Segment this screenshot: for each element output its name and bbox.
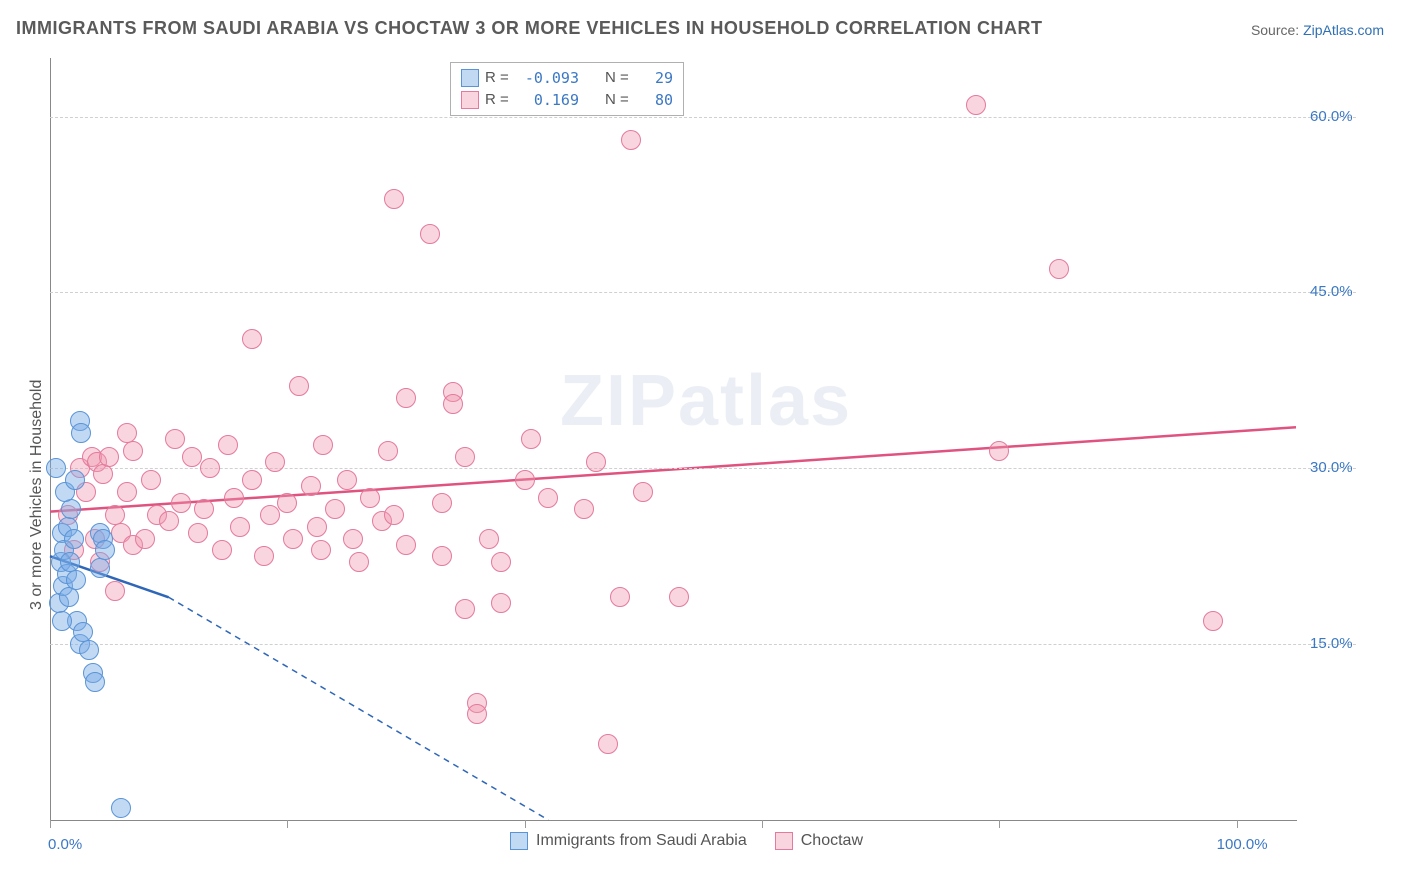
legend-n-value: 29 (639, 67, 673, 89)
y-tick-label: 30.0% (1310, 459, 1353, 476)
data-point (396, 388, 416, 408)
y-axis-label: 3 or more Vehicles in Household (28, 380, 46, 610)
data-point (95, 540, 115, 560)
x-tick (50, 820, 51, 828)
data-point (455, 447, 475, 467)
scatter-plot (50, 58, 1297, 821)
legend-row: R = -0.093 N = 29 (461, 67, 673, 89)
legend-swatch (461, 91, 479, 109)
data-point (64, 529, 84, 549)
gridline (50, 468, 1356, 469)
legend-n-value: 80 (639, 89, 673, 111)
data-point (188, 523, 208, 543)
x-tick (525, 820, 526, 828)
y-tick-label: 60.0% (1310, 108, 1353, 125)
chart-title: IMMIGRANTS FROM SAUDI ARABIA VS CHOCTAW … (16, 18, 1043, 39)
data-point (420, 224, 440, 244)
legend-n-label: N = (605, 89, 633, 111)
data-point (396, 535, 416, 555)
data-point (610, 587, 630, 607)
legend-series-item: Immigrants from Saudi Arabia (510, 832, 747, 850)
data-point (432, 546, 452, 566)
data-point (90, 558, 110, 578)
legend-swatch (461, 69, 479, 87)
legend-series: Immigrants from Saudi Arabia Choctaw (510, 832, 863, 850)
data-point (966, 95, 986, 115)
x-min-label: 0.0% (48, 836, 82, 853)
source-link[interactable]: ZipAtlas.com (1303, 22, 1384, 38)
data-point (182, 447, 202, 467)
x-tick (999, 820, 1000, 828)
legend-correlation: R = -0.093 N = 29 R = 0.169 N = 80 (450, 62, 684, 116)
legend-series-label: Choctaw (801, 832, 863, 850)
source-prefix: Source: (1251, 22, 1303, 38)
data-point (633, 482, 653, 502)
x-tick (287, 820, 288, 828)
data-point (65, 470, 85, 490)
data-point (218, 435, 238, 455)
data-point (135, 529, 155, 549)
data-point (313, 435, 333, 455)
data-point (1203, 611, 1223, 631)
data-point (1049, 259, 1069, 279)
gridline (50, 117, 1356, 118)
data-point (325, 499, 345, 519)
data-point (301, 476, 321, 496)
data-point (307, 517, 327, 537)
data-point (66, 570, 86, 590)
data-point (384, 189, 404, 209)
data-point (159, 511, 179, 531)
data-point (260, 505, 280, 525)
data-point (337, 470, 357, 490)
legend-swatch (510, 832, 528, 850)
data-point (479, 529, 499, 549)
gridline (50, 292, 1356, 293)
data-point (52, 611, 72, 631)
legend-series-item: Choctaw (775, 832, 863, 850)
data-point (515, 470, 535, 490)
source-label: Source: ZipAtlas.com (1251, 22, 1384, 38)
data-point (989, 441, 1009, 461)
data-point (99, 447, 119, 467)
data-point (165, 429, 185, 449)
data-point (491, 593, 511, 613)
data-point (283, 529, 303, 549)
x-tick (762, 820, 763, 828)
legend-row: R = 0.169 N = 80 (461, 89, 673, 111)
data-point (598, 734, 618, 754)
data-point (311, 540, 331, 560)
data-point (85, 672, 105, 692)
legend-n-label: N = (605, 67, 633, 89)
data-point (343, 529, 363, 549)
legend-r-value: 0.169 (519, 89, 579, 111)
x-max-label: 100.0% (1217, 836, 1268, 853)
data-point (141, 470, 161, 490)
legend-r-value: -0.093 (519, 67, 579, 89)
data-point (521, 429, 541, 449)
legend-series-label: Immigrants from Saudi Arabia (536, 832, 747, 850)
data-point (224, 488, 244, 508)
legend-r-label: R = (485, 67, 513, 89)
data-point (432, 493, 452, 513)
data-point (242, 329, 262, 349)
data-point (360, 488, 380, 508)
data-point (378, 441, 398, 461)
legend-swatch (775, 832, 793, 850)
gridline (50, 644, 1356, 645)
data-point (117, 482, 137, 502)
legend-r-label: R = (485, 89, 513, 111)
data-point (491, 552, 511, 572)
data-point (254, 546, 274, 566)
data-point (171, 493, 191, 513)
data-point (71, 423, 91, 443)
x-tick (1237, 820, 1238, 828)
data-point (230, 517, 250, 537)
y-tick-label: 15.0% (1310, 635, 1353, 652)
data-point (538, 488, 558, 508)
data-point (349, 552, 369, 572)
data-point (123, 441, 143, 461)
y-tick-label: 45.0% (1310, 283, 1353, 300)
data-point (242, 470, 262, 490)
